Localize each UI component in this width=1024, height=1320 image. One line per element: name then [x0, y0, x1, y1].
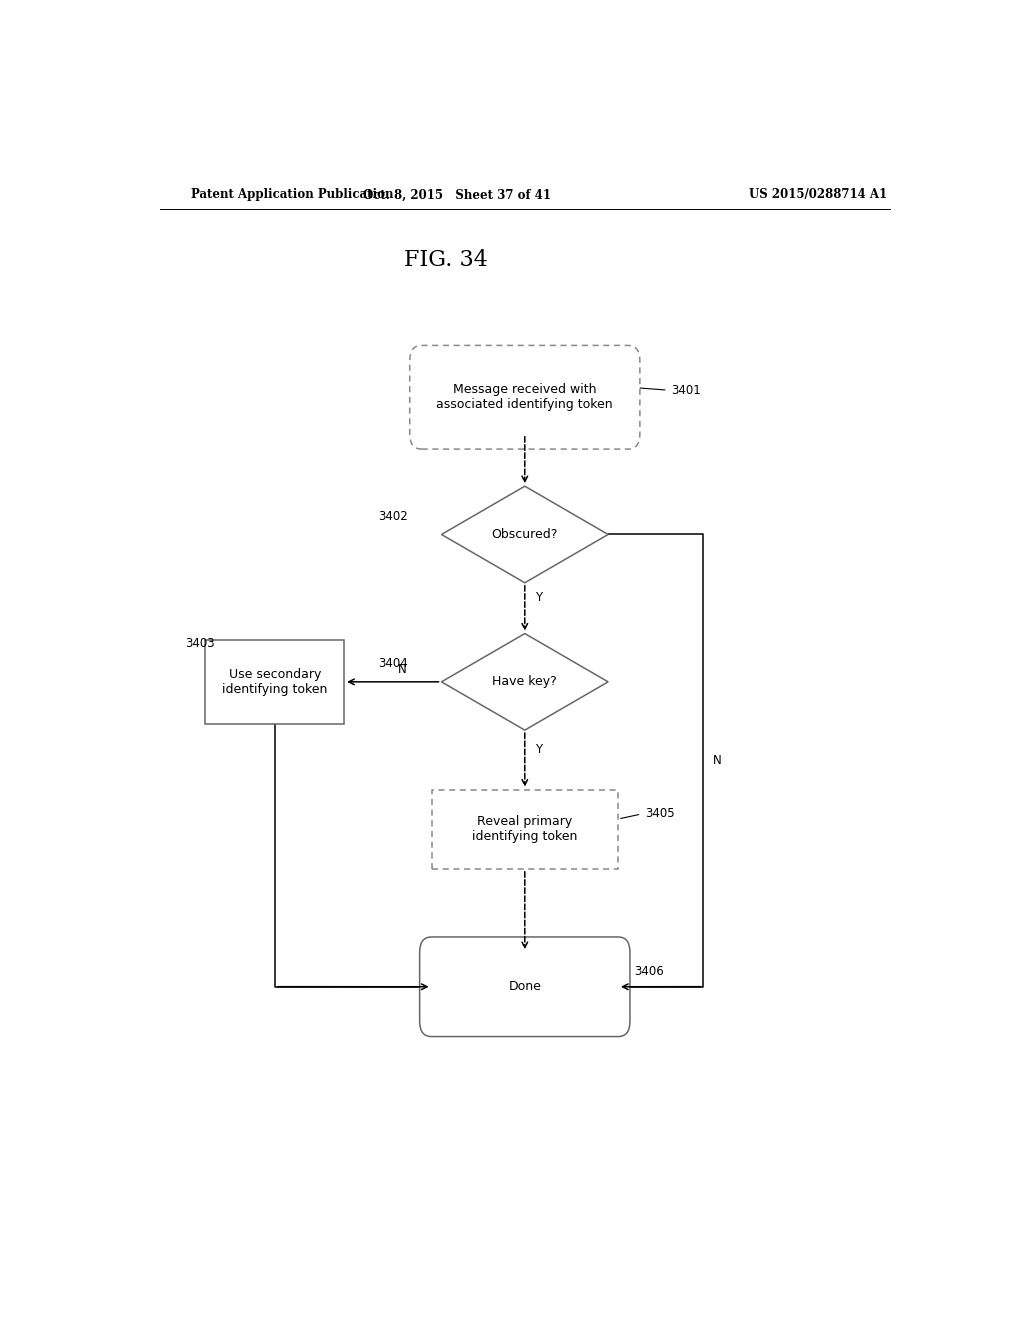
Text: 3404: 3404	[378, 657, 408, 671]
Polygon shape	[441, 486, 608, 582]
Text: Patent Application Publication: Patent Application Publication	[191, 189, 394, 202]
Text: Done: Done	[508, 981, 542, 993]
Text: Reveal primary
identifying token: Reveal primary identifying token	[472, 816, 578, 843]
Polygon shape	[441, 634, 608, 730]
Text: 3406: 3406	[634, 965, 665, 978]
Text: 3402: 3402	[378, 510, 408, 523]
Text: Use secondary
identifying token: Use secondary identifying token	[222, 668, 328, 696]
Text: 3403: 3403	[185, 636, 215, 649]
Text: Obscured?: Obscured?	[492, 528, 558, 541]
FancyBboxPatch shape	[420, 937, 630, 1036]
Text: Y: Y	[536, 743, 543, 756]
Text: 3401: 3401	[672, 384, 701, 396]
Text: FIG. 34: FIG. 34	[403, 249, 487, 271]
Text: Have key?: Have key?	[493, 676, 557, 688]
Text: Y: Y	[536, 591, 543, 605]
Text: N: N	[397, 663, 407, 676]
Text: 3405: 3405	[645, 808, 675, 821]
Text: Oct. 8, 2015   Sheet 37 of 41: Oct. 8, 2015 Sheet 37 of 41	[364, 189, 551, 202]
Bar	[206, 640, 344, 723]
Bar	[431, 789, 618, 869]
FancyBboxPatch shape	[410, 346, 640, 449]
Text: Message received with
associated identifying token: Message received with associated identif…	[436, 383, 613, 412]
Text: US 2015/0288714 A1: US 2015/0288714 A1	[750, 189, 888, 202]
Text: N: N	[713, 754, 722, 767]
